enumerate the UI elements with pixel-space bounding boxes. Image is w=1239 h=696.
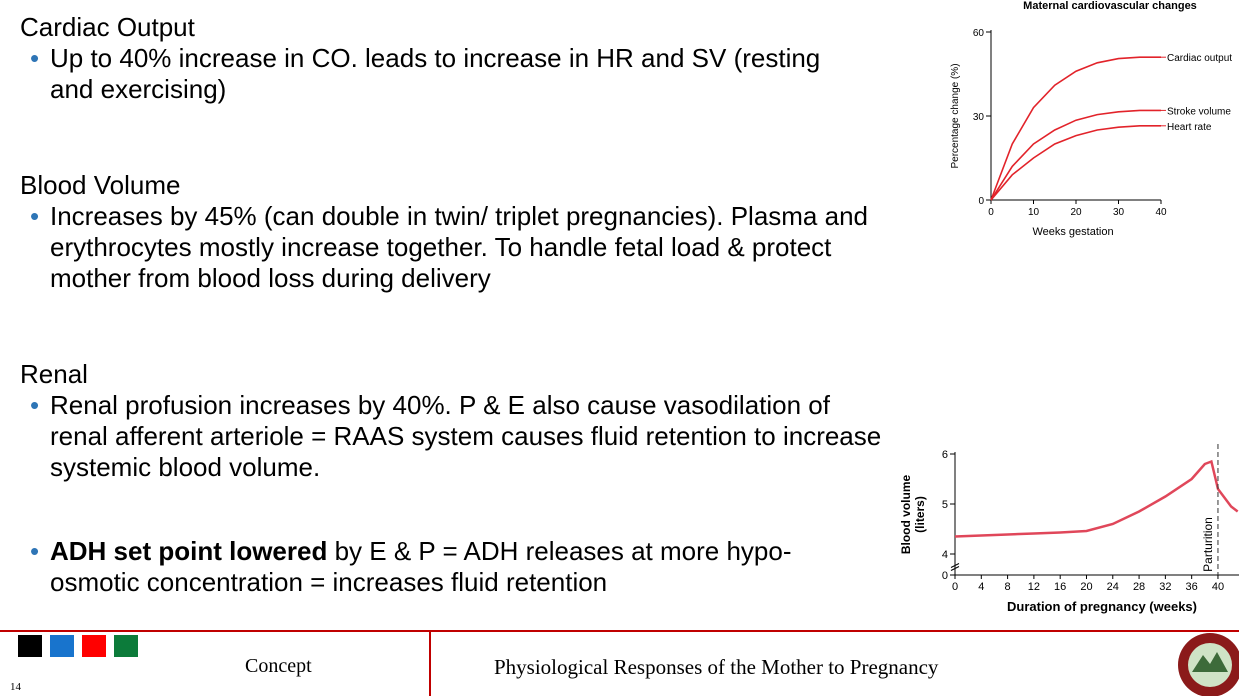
data-line xyxy=(990,125,1161,201)
x-tick-label: 30 xyxy=(1113,207,1125,218)
logo xyxy=(1178,633,1239,696)
x-tick-label: 40 xyxy=(1155,207,1167,218)
x-tick-label: 12 xyxy=(1028,581,1040,593)
section: Cardiac Output Up to 40% increase in CO.… xyxy=(20,12,900,105)
x-tick-label: 10 xyxy=(1028,207,1040,218)
x-axis-label: Weeks gestation xyxy=(1032,226,1113,238)
footer-title: Physiological Responses of the Mother to… xyxy=(494,655,939,679)
x-tick-label: 20 xyxy=(1070,207,1082,218)
bullet: Renal profusion increases by 40%. P & E … xyxy=(20,390,890,483)
series-label: Cardiac output xyxy=(1167,53,1232,64)
x-tick-label: 0 xyxy=(952,581,958,593)
y-axis-label: (liters) xyxy=(913,496,927,533)
y-tick-label: 4 xyxy=(942,549,948,561)
heading: Cardiac Output xyxy=(20,12,195,42)
y-tick-label: 6 xyxy=(942,449,948,461)
color-square xyxy=(114,635,138,657)
series-label: Stroke volume xyxy=(1167,106,1231,117)
y-tick-label: 60 xyxy=(973,28,985,39)
x-tick-label: 28 xyxy=(1133,581,1145,593)
color-square xyxy=(82,635,106,657)
y-axis-label: Blood volume xyxy=(899,475,913,555)
footer-section: Concept xyxy=(245,655,312,677)
y-tick-label: 30 xyxy=(973,112,985,123)
x-axis-label: Duration of pregnancy (weeks) xyxy=(1007,599,1197,614)
bullet-text: by E & P = ADH releases at more hypo-osm… xyxy=(50,536,792,597)
y-axis-label: Percentage change (%) xyxy=(950,63,961,168)
x-tick-label: 0 xyxy=(988,207,994,218)
logo-mountain xyxy=(1192,652,1228,672)
page-number: 14 xyxy=(10,681,21,693)
bold-text: ADH set point lowered xyxy=(50,536,328,566)
section: Blood Volume Increases by 45% (can doubl… xyxy=(20,170,900,294)
x-tick-label: 20 xyxy=(1080,581,1092,593)
x-tick-label: 36 xyxy=(1186,581,1198,593)
y-tick-label: 0 xyxy=(978,196,984,207)
heading: Blood Volume xyxy=(20,170,181,200)
bullet: Up to 40% increase in CO. leads to incre… xyxy=(20,43,840,105)
data-line xyxy=(990,109,1161,201)
chart-title: Maternal cardiovascular changes xyxy=(1023,0,1197,12)
x-tick-label: 24 xyxy=(1107,581,1119,593)
bullet: ADH set point lowered by E & P = ADH rel… xyxy=(20,536,880,598)
section: ADH set point lowered by E & P = ADH rel… xyxy=(20,536,900,598)
y-tick-label: 5 xyxy=(942,499,948,511)
marker-label: Parturition xyxy=(1201,517,1215,572)
data-line xyxy=(954,459,1239,538)
series-label: Heart rate xyxy=(1167,122,1212,133)
x-tick-label: 40 xyxy=(1212,581,1224,593)
axis-break xyxy=(950,563,960,571)
x-tick-label: 8 xyxy=(1005,581,1011,593)
bullet: Increases by 45% (can double in twin/ tr… xyxy=(20,201,900,294)
color-square xyxy=(18,635,42,657)
y-tick-label: 0 xyxy=(942,570,948,582)
data-line xyxy=(990,56,1161,201)
x-tick-label: 32 xyxy=(1159,581,1171,593)
color-square xyxy=(50,635,74,657)
x-tick-label: 16 xyxy=(1054,581,1066,593)
heading: Renal xyxy=(20,359,88,389)
section: Renal Renal profusion increases by 40%. … xyxy=(20,359,900,483)
x-tick-label: 4 xyxy=(978,581,984,593)
